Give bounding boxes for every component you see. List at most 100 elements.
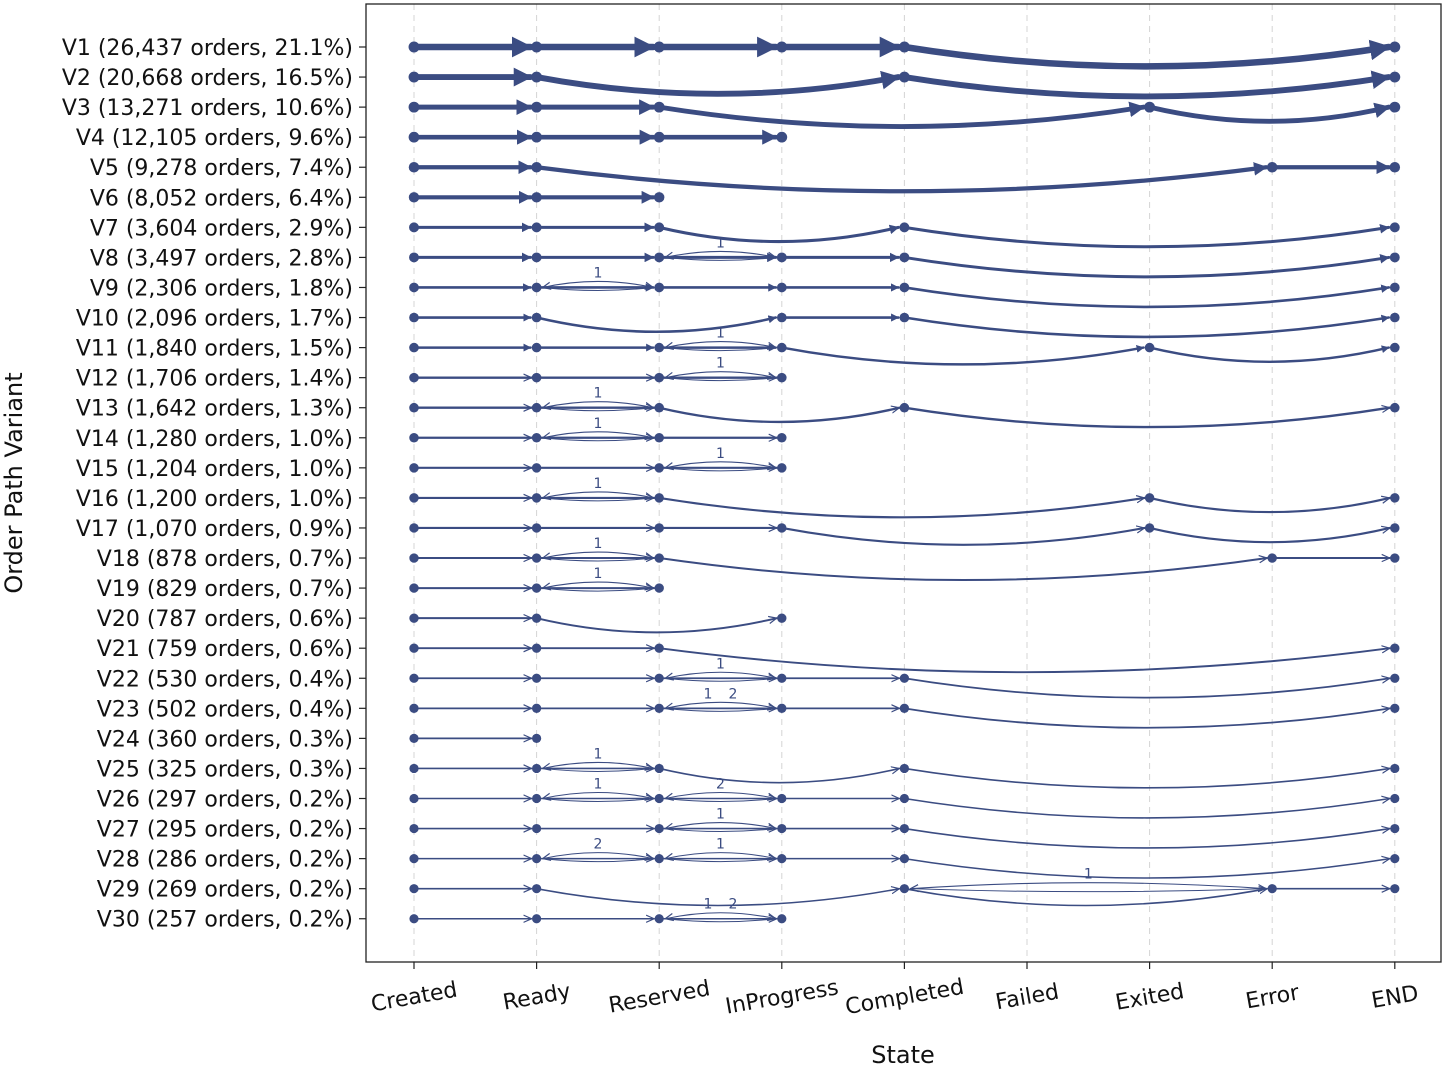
node-v6-ready (531, 192, 542, 203)
node-v7-created (409, 222, 419, 233)
node-v14-inprogress (777, 433, 787, 443)
node-v8-end (1389, 252, 1400, 263)
loop-label-v15-1: 1 (716, 446, 725, 462)
node-v6-created (408, 192, 420, 203)
loop-return-v30-reserved-inprogress (665, 918, 776, 923)
y-tick-label-v5: V5 (9,278 orders, 7.4%) (90, 156, 353, 181)
node-v23-created (409, 703, 419, 713)
node-v13-created (409, 402, 419, 413)
node-v2-ready (531, 71, 543, 83)
node-v9-completed (899, 282, 910, 293)
node-v11-end (1389, 342, 1400, 353)
node-v28-end (1390, 854, 1400, 864)
edge-v25-reserved-to-completed (658, 768, 899, 784)
x-tick-label-failed: Failed (994, 980, 1061, 1016)
loop-label-v9-1: 1 (593, 265, 602, 281)
node-v22-ready (531, 673, 542, 683)
node-v20-inprogress (777, 613, 787, 623)
node-v11-exited (1144, 342, 1155, 353)
plot-frame (365, 3, 1442, 963)
y-tick-label-v23: V23 (502 orders, 0.4%) (97, 697, 353, 722)
node-v27-end (1390, 823, 1400, 834)
edge-v27-completed-to-end (903, 829, 1389, 849)
edge-v10-completed-to-end (903, 314, 1391, 339)
node-v9-inprogress (776, 282, 787, 293)
node-v29-completed (899, 884, 909, 894)
loop-v23-reserved-inprogress (665, 701, 776, 708)
loop-return-v28-reserved-inprogress (665, 858, 776, 863)
loop-v13-ready-reserved (543, 401, 654, 408)
node-v26-end (1390, 793, 1400, 804)
x-tick-label-ready: Ready (501, 979, 573, 1015)
loop-label-v25-1: 1 (593, 746, 602, 762)
x-tick-label-created: Created (369, 978, 459, 1018)
edge-v2-ready-to-completed (533, 70, 902, 97)
y-tick-labels: V1 (26,437 orders, 21.1%) V2 (20,668 orde… (62, 36, 366, 933)
node-v10-completed (899, 312, 910, 323)
node-v8-reserved (654, 252, 665, 263)
loop-return-v11-reserved-inprogress (665, 347, 776, 352)
edge-v29-ready-to-completed (535, 889, 900, 907)
y-tick-label-v20: V20 (787 orders, 0.6%) (97, 607, 353, 632)
node-v24-ready (531, 733, 542, 743)
node-v16-end (1390, 493, 1400, 503)
x-tick-label-completed: Completed (843, 975, 966, 1020)
node-v28-reserved (654, 854, 664, 864)
loop-return-v25-ready-reserved (542, 767, 654, 772)
edge-v16-exited-to-end (1148, 498, 1390, 514)
edge-v28-completed-to-end (903, 859, 1389, 879)
loop-label-v23-1: 1 (704, 686, 713, 702)
edge-v22-completed-to-end (903, 678, 1389, 699)
loop-label-v30-2: 2 (729, 897, 738, 913)
loop-return-v8-reserved-inprogress (665, 256, 776, 261)
node-v7-completed (899, 222, 910, 233)
y-tick-label-v18: V18 (878 orders, 0.7%) (97, 547, 353, 572)
node-v3-end (1389, 101, 1401, 113)
node-v13-completed (899, 402, 910, 413)
node-v12-ready (531, 372, 542, 383)
edge-v25-completed-to-end (903, 768, 1389, 789)
node-v1-ready (531, 41, 543, 53)
y-tick-label-v7: V7 (3,604 orders, 2.9%) (90, 216, 353, 241)
node-v2-created (408, 71, 420, 83)
loop-return-v22-reserved-inprogress (665, 677, 776, 682)
y-tick-label-v19: V19 (829 orders, 0.7%) (97, 577, 353, 602)
node-v17-end (1390, 523, 1400, 533)
loop-return-v28-ready-reserved (542, 858, 654, 863)
node-v27-reserved (654, 823, 664, 834)
node-v28-inprogress (777, 854, 787, 864)
y-tick-label-v30: V30 (257 orders, 0.2%) (97, 908, 353, 933)
edge-v17-inprogress-to-exited (780, 528, 1145, 546)
x-axis-title: State (871, 1041, 935, 1069)
node-v29-error (1267, 884, 1277, 894)
loop-return-v29-completed-error (910, 888, 1267, 893)
node-v15-created (409, 463, 419, 473)
loop-v12-reserved-inprogress (665, 371, 776, 378)
x-tick-label-reserved: Reserved (607, 976, 712, 1018)
node-v23-ready (531, 703, 542, 713)
edge-v13-reserved-to-completed (658, 408, 899, 424)
loop-v29-completed-error (910, 882, 1266, 889)
loop-label-v30-1: 1 (704, 897, 713, 913)
y-tick-label-v9: V9 (2,306 orders, 1.8%) (90, 276, 353, 301)
node-v2-end (1389, 71, 1401, 83)
node-v27-completed (899, 823, 909, 834)
y-tick-label-v11: V11 (1,840 orders, 1.5%) (76, 337, 353, 362)
node-v28-completed (899, 854, 909, 864)
y-tick-label-v2: V2 (20,668 orders, 16.5%) (62, 66, 353, 91)
node-v27-created (409, 823, 419, 834)
y-tick-label-v26: V26 (297 orders, 0.2%) (97, 788, 353, 813)
edge-v17-exited-to-end (1148, 528, 1390, 544)
y-tick-label-v15: V15 (1,204 orders, 1.0%) (76, 457, 353, 482)
edge-v10-ready-to-inprogress (535, 315, 778, 334)
node-v9-created (409, 282, 419, 293)
loop-return-v14-ready-reserved (542, 437, 654, 442)
node-v12-created (409, 372, 419, 383)
node-v11-ready (531, 342, 542, 353)
node-v17-reserved (654, 523, 664, 533)
node-v2-completed (898, 71, 910, 83)
y-tick-label-v4: V4 (12,105 orders, 9.6%) (76, 126, 353, 151)
node-v27-ready (532, 823, 542, 834)
